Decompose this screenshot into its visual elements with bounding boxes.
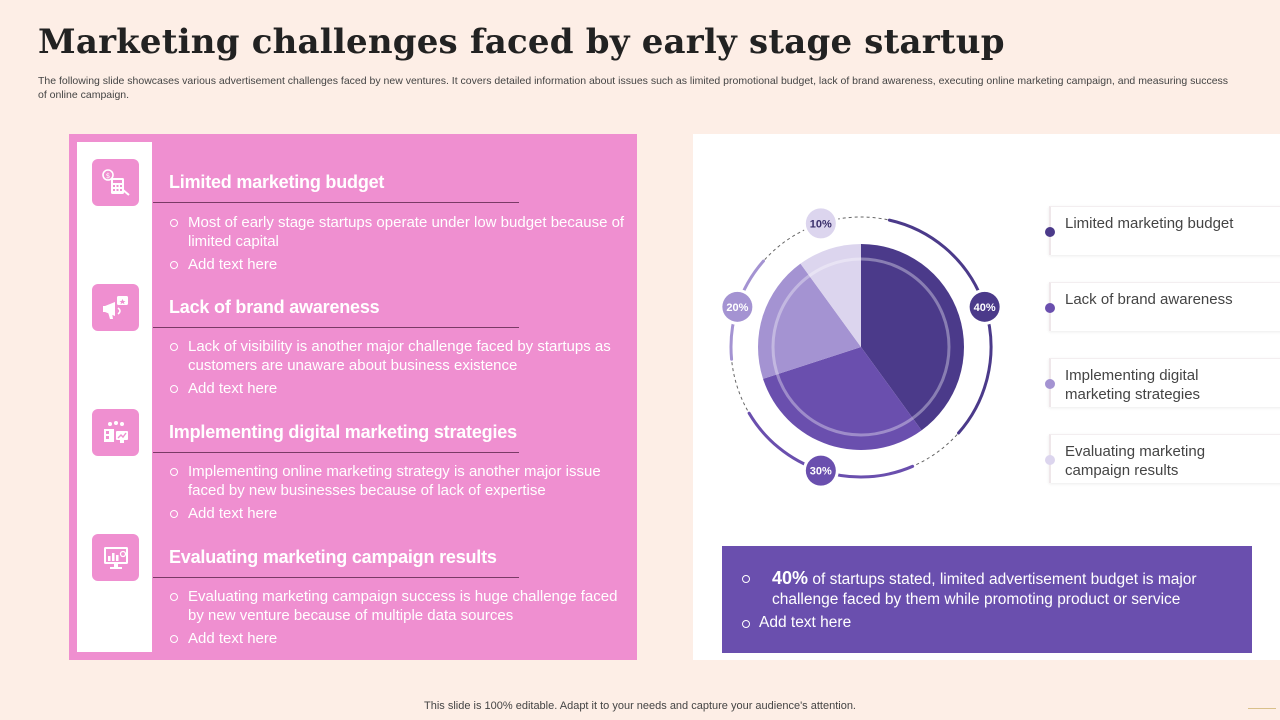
label-badge [722,291,753,322]
pie-slice [861,244,964,431]
section-title: Limited marketing budget [169,172,385,192]
legend-marker [1045,379,1055,389]
bullet-item: Most of early stage startups operate und… [169,213,629,251]
highlight-note: 40% of startups stated, limited advertis… [722,546,1252,653]
page-subtitle: The following slide showcases various ad… [38,75,1229,101]
section-title: Implementing digital marketing strategie… [169,422,517,442]
bullet-item: Add text here [169,504,629,523]
legend-label: Implementing digital marketing strategie… [1065,367,1201,403]
legend-item: Lack of brand awareness [1045,282,1280,331]
legend-label: Limited marketing budget [1065,215,1234,232]
digital-marketing-icon [92,409,139,456]
note-bullet: 40% of startups stated, limited advertis… [740,568,1240,610]
note-text: of startups stated, limited advertisemen… [772,571,1197,608]
note-bullets: 40% of startups stated, limited advertis… [740,568,1240,636]
bullet-item: Add text here [169,379,629,398]
section-bullets: Evaluating marketing campaign success is… [169,587,629,652]
section-bullets: Lack of visibility is another major chal… [169,337,629,402]
note-percent: 40% [772,568,809,588]
legend-item: Evaluating marketing campaign results [1045,434,1280,483]
page-title: Marketing challenges faced by early stag… [38,22,1005,62]
bullet-item: Lack of visibility is another major chal… [169,337,629,375]
section-divider [153,327,519,328]
legend-item: Implementing digital marketing strategie… [1045,358,1280,407]
pie-slice [800,244,861,347]
corner-decoration [1248,708,1276,709]
section-bullets: Implementing online marketing strategy i… [169,462,629,527]
legend-label: Evaluating marketing campaign results [1065,443,1206,479]
label-badge [805,455,836,486]
megaphone-icon [92,284,139,331]
footer-note: This slide is 100% editable. Adapt it to… [424,700,856,712]
pie-slice [763,347,922,450]
data-label: 40% [974,302,996,314]
chart-panel: 40% 30% 20% 10% Limited marketing budget La… [693,134,1280,660]
note-bullet: Add text here [740,613,1240,633]
data-label: 30% [810,466,832,478]
section-bullets: Most of early stage startups operate und… [169,213,629,278]
section-divider [153,202,519,203]
bullet-item: Evaluating marketing campaign success is… [169,587,629,625]
data-label: 20% [726,302,748,314]
legend-marker [1045,455,1055,465]
legend-marker [1045,227,1055,237]
legend-label: Lack of brand awareness [1065,291,1233,308]
section-divider [153,452,519,453]
legend-marker [1045,303,1055,313]
label-badge [805,208,836,239]
label-badge [969,291,1000,322]
inner-ring [771,257,951,437]
challenges-panel: $ Limited marketing budget Most of early… [69,134,637,660]
section-title: Evaluating marketing campaign results [169,547,497,567]
bullet-item: Implementing online marketing strategy i… [169,462,629,500]
budget-calculator-icon: $ [92,159,139,206]
pie-chart: 40% 30% 20% 10% [719,205,1003,489]
analytics-monitor-icon [92,534,139,581]
pie-slice [758,263,861,379]
section-title: Lack of brand awareness [169,297,380,317]
bullet-item: Add text here [169,629,629,648]
bullet-item: Add text here [169,255,629,274]
legend-item: Limited marketing budget [1045,206,1280,255]
svg-text:$: $ [105,172,109,180]
data-label: 10% [810,218,832,230]
section-divider [153,577,519,578]
